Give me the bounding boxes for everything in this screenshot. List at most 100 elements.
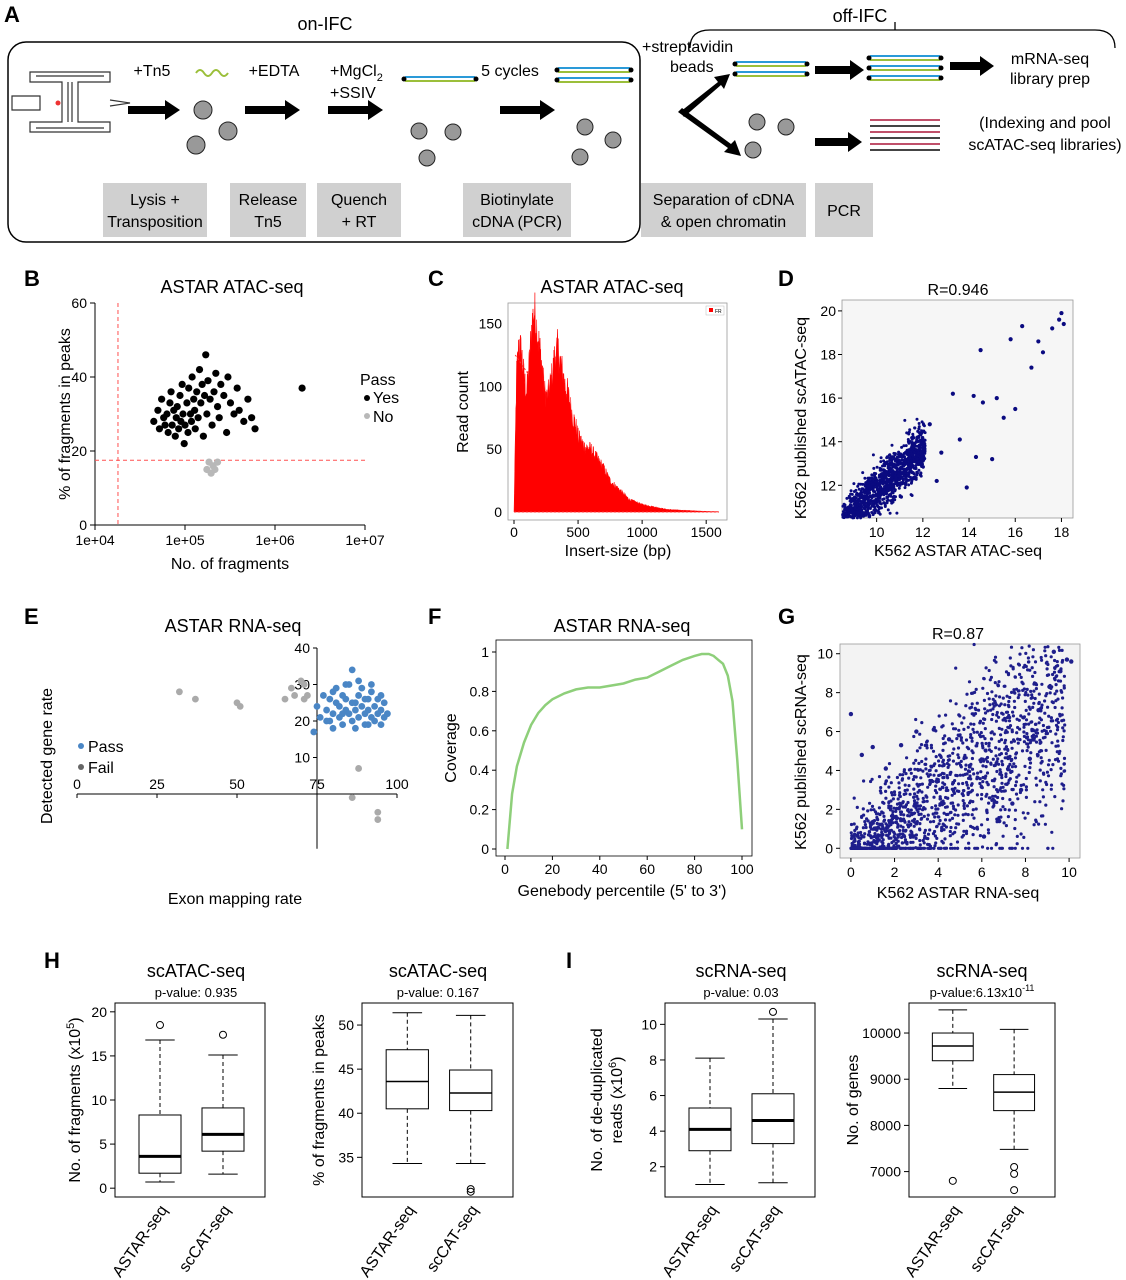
data-point	[940, 803, 944, 807]
outlier	[948, 1176, 957, 1185]
data-point	[917, 444, 921, 448]
data-point	[904, 803, 909, 807]
data-point	[878, 491, 882, 495]
legend-entry: No	[373, 409, 394, 426]
off-ifc-bracket	[689, 29, 1116, 49]
data-point	[987, 741, 991, 746]
chart-subtitle: p-value:6.13x10-11	[930, 983, 1035, 1000]
data-point	[1040, 703, 1044, 707]
data-point	[1006, 815, 1011, 819]
data-point	[853, 497, 857, 501]
data-point	[1051, 672, 1055, 677]
data-point	[1015, 717, 1019, 721]
x-tick-label: 80	[687, 861, 703, 877]
data-point	[1061, 696, 1065, 700]
y-tick-label: 0.8	[470, 683, 490, 699]
data-point	[1018, 672, 1022, 677]
data-point	[374, 808, 382, 816]
data-point	[975, 793, 980, 797]
data-point	[990, 737, 994, 741]
step-box	[317, 183, 401, 237]
chart-subtitle: p-value: 0.935	[155, 985, 237, 1000]
data-point	[986, 846, 990, 850]
data-point	[1056, 744, 1060, 748]
data-point	[1019, 783, 1023, 788]
data-point	[1059, 689, 1063, 693]
data-point	[912, 761, 916, 765]
data-point	[917, 422, 921, 425]
data-point	[935, 824, 939, 828]
data-point	[914, 717, 918, 722]
data-point	[898, 742, 904, 748]
data-point	[915, 794, 919, 799]
data-point	[1004, 745, 1009, 749]
data-point	[882, 472, 886, 476]
data-point	[871, 453, 875, 457]
data-point	[968, 774, 972, 778]
data-point	[345, 710, 353, 718]
y-tick-label: 0	[494, 504, 502, 520]
data-point	[889, 492, 893, 496]
data-point	[942, 742, 946, 746]
panel-labels: B C D E F G H I	[24, 266, 795, 973]
data-point	[1051, 719, 1055, 723]
data-point	[220, 391, 228, 400]
data-point	[1031, 674, 1035, 679]
data-point	[1016, 741, 1020, 745]
data-point	[1039, 740, 1043, 745]
chart-h1: scATAC-seq p-value: 0.935 0 5 10 15 20 ASTAR-se…	[65, 961, 266, 1280]
data-point	[903, 418, 907, 422]
data-point	[857, 482, 861, 486]
data-point	[921, 465, 925, 469]
chart-title: R=0.87	[932, 626, 984, 643]
data-point	[175, 425, 183, 433]
box	[385, 1049, 429, 1110]
data-point	[981, 734, 985, 738]
data-point	[195, 366, 204, 374]
data-point	[989, 749, 993, 754]
data-point	[896, 825, 900, 829]
outlier	[1010, 1162, 1019, 1171]
data-point	[926, 832, 931, 836]
x-tick-label: 75	[309, 776, 325, 792]
data-point	[983, 711, 988, 715]
data-point	[989, 846, 994, 850]
data-point	[1004, 719, 1008, 723]
category-label: ASTAR-seq	[110, 1203, 172, 1280]
data-point	[1023, 816, 1027, 820]
data-point	[878, 478, 882, 482]
data-point	[1024, 785, 1028, 789]
data-point	[987, 831, 991, 835]
data-point	[1020, 749, 1025, 753]
data-point	[970, 782, 974, 786]
data-point	[863, 823, 868, 827]
data-point	[981, 764, 985, 768]
data-point	[872, 494, 876, 497]
data-point	[853, 837, 857, 841]
data-point	[1049, 768, 1053, 772]
data-point	[927, 422, 932, 427]
data-point	[1028, 741, 1032, 745]
data-point	[849, 503, 853, 507]
data-point	[1027, 722, 1031, 726]
data-point	[1056, 679, 1061, 683]
data-point	[1021, 715, 1025, 720]
data-point	[355, 713, 362, 721]
data-point	[1032, 823, 1036, 827]
x-axis-label: K562 ASTAR RNA-seq	[877, 885, 1039, 902]
data-point	[1013, 846, 1017, 850]
y-tick-label: 2	[825, 801, 833, 817]
category-label: ASTAR-seq	[660, 1203, 722, 1280]
data-point	[989, 675, 994, 680]
data-point	[915, 801, 919, 805]
data-point	[892, 457, 896, 461]
data-point	[213, 403, 222, 411]
data-point	[907, 430, 911, 434]
data-point	[904, 828, 908, 832]
data-point	[886, 462, 890, 466]
x-tick-label: 40	[592, 861, 608, 877]
data-point	[950, 787, 954, 791]
data-point	[882, 493, 886, 497]
data-point	[1057, 317, 1062, 322]
data-point	[329, 710, 337, 718]
